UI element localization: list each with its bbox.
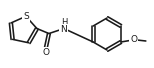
Text: S: S	[23, 12, 29, 21]
Text: H: H	[61, 18, 67, 27]
Text: O: O	[130, 35, 137, 44]
Text: N: N	[61, 25, 67, 34]
Text: O: O	[42, 48, 49, 57]
